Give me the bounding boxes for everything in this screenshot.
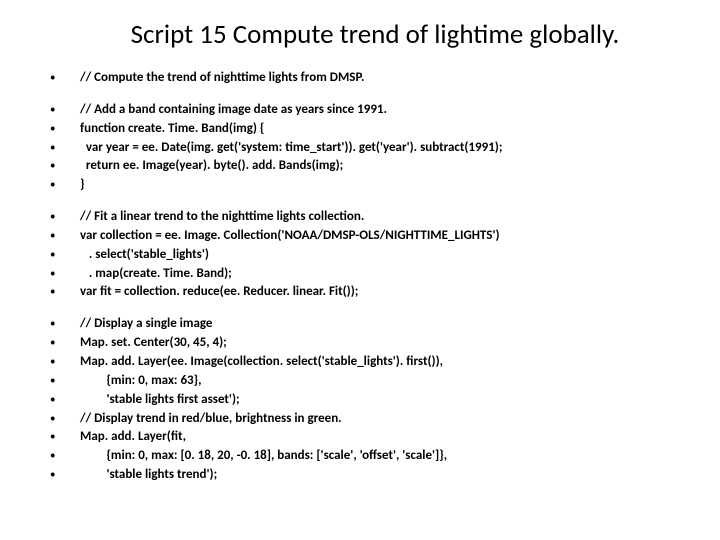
code-text: {min: 0, max: 63},	[80, 372, 690, 391]
code-text: {min: 0, max: [0. 18, 20, -0. 18], bands…	[80, 447, 690, 466]
code-line: •Map. set. Center(30, 45, 4);	[50, 334, 690, 353]
code-line: • {min: 0, max: [0. 18, 20, -0. 18], ban…	[50, 447, 690, 466]
code-text: Map. add. Layer(fit,	[80, 428, 690, 447]
slide-content: •// Compute the trend of nighttime light…	[40, 69, 690, 485]
code-line: •// Display trend in red/blue, brightnes…	[50, 410, 690, 429]
code-text: return ee. Image(year). byte(). add. Ban…	[80, 157, 690, 176]
code-text: . select('stable_lights')	[80, 246, 690, 265]
bullet-icon: •	[50, 428, 80, 445]
bullet-icon: •	[50, 120, 80, 137]
code-line: •// Compute the trend of nighttime light…	[50, 69, 690, 88]
code-text: var year = ee. Date(img. get('system: ti…	[80, 139, 690, 158]
bullet-icon: •	[50, 372, 80, 389]
code-text: }	[80, 176, 690, 195]
bullet-icon: •	[50, 447, 80, 464]
code-block: •// Add a band containing image date as …	[50, 101, 690, 195]
code-line: • . map(create. Time. Band);	[50, 265, 690, 284]
code-text: var fit = collection. reduce(ee. Reducer…	[80, 283, 690, 302]
code-text: // Compute the trend of nighttime lights…	[80, 69, 690, 88]
code-text: var collection = ee. Image. Collection('…	[80, 227, 690, 246]
code-line: • 'stable lights first asset');	[50, 391, 690, 410]
bullet-icon: •	[50, 466, 80, 483]
bullet-icon: •	[50, 139, 80, 156]
code-line: •// Add a band containing image date as …	[50, 101, 690, 120]
code-line: •Map. add. Layer(ee. Image(collection. s…	[50, 353, 690, 372]
code-text: Map. set. Center(30, 45, 4);	[80, 334, 690, 353]
code-line: •var fit = collection. reduce(ee. Reduce…	[50, 283, 690, 302]
bullet-icon: •	[50, 246, 80, 263]
code-line: •function create. Time. Band(img) {	[50, 120, 690, 139]
bullet-icon: •	[50, 227, 80, 244]
bullet-icon: •	[50, 334, 80, 351]
code-line: •Map. add. Layer(fit,	[50, 428, 690, 447]
code-text: function create. Time. Band(img) {	[80, 120, 690, 139]
code-line: • . select('stable_lights')	[50, 246, 690, 265]
code-block: •// Display a single image•Map. set. Cen…	[50, 315, 690, 485]
code-line: •// Display a single image	[50, 315, 690, 334]
code-line: •var collection = ee. Image. Collection(…	[50, 227, 690, 246]
bullet-icon: •	[50, 353, 80, 370]
code-line: •// Fit a linear trend to the nighttime …	[50, 208, 690, 227]
code-line: • {min: 0, max: 63},	[50, 372, 690, 391]
code-line: • var year = ee. Date(img. get('system: …	[50, 139, 690, 158]
code-line: • return ee. Image(year). byte(). add. B…	[50, 157, 690, 176]
code-line: • 'stable lights trend');	[50, 466, 690, 485]
code-text: 'stable lights first asset');	[80, 391, 690, 410]
slide-title: Script 15 Compute trend of lightime glob…	[60, 18, 690, 51]
bullet-icon: •	[50, 69, 80, 86]
bullet-icon: •	[50, 410, 80, 427]
bullet-icon: •	[50, 157, 80, 174]
bullet-icon: •	[50, 283, 80, 300]
code-text: // Display trend in red/blue, brightness…	[80, 410, 690, 429]
bullet-icon: •	[50, 391, 80, 408]
code-text: Map. add. Layer(ee. Image(collection. se…	[80, 353, 690, 372]
bullet-icon: •	[50, 101, 80, 118]
bullet-icon: •	[50, 265, 80, 282]
code-text: // Add a band containing image date as y…	[80, 101, 690, 120]
code-line: •}	[50, 176, 690, 195]
bullet-icon: •	[50, 208, 80, 225]
code-text: 'stable lights trend');	[80, 466, 690, 485]
code-text: . map(create. Time. Band);	[80, 265, 690, 284]
code-block: •// Compute the trend of nighttime light…	[50, 69, 690, 88]
code-block: •// Fit a linear trend to the nighttime …	[50, 208, 690, 302]
bullet-icon: •	[50, 315, 80, 332]
code-text: // Fit a linear trend to the nighttime l…	[80, 208, 690, 227]
code-text: // Display a single image	[80, 315, 690, 334]
bullet-icon: •	[50, 176, 80, 193]
